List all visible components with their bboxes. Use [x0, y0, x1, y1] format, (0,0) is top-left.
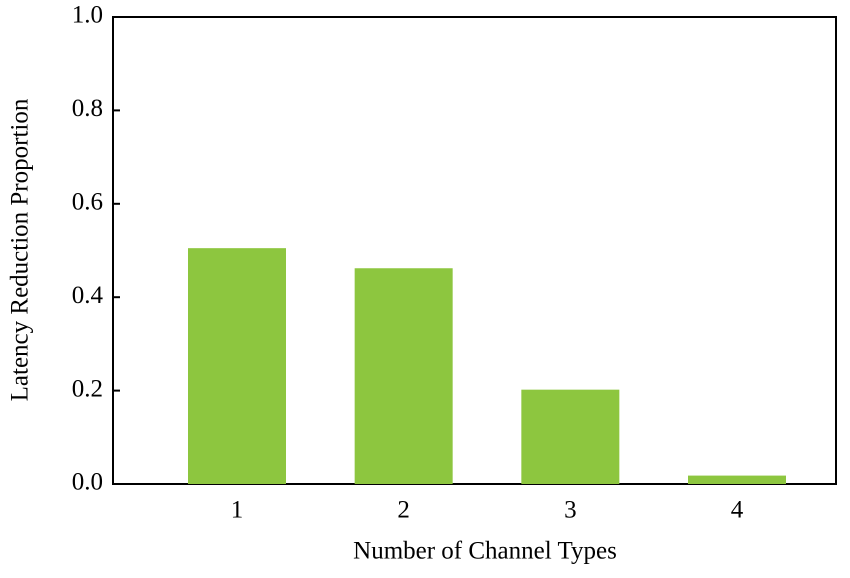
y-tick-label: 0.0: [72, 469, 103, 496]
y-tick-label: 0.4: [72, 282, 104, 309]
x-tick-label: 3: [564, 497, 577, 524]
bar: [354, 268, 453, 484]
x-tick-label: 2: [397, 497, 410, 524]
y-tick-label: 0.2: [72, 375, 103, 402]
y-tick-label: 0.6: [72, 189, 103, 216]
y-tick-label: 0.8: [72, 95, 103, 122]
bar: [688, 475, 786, 484]
y-axis-title: Latency Reduction Proportion: [7, 98, 34, 401]
x-tick-label: 4: [731, 497, 744, 524]
x-tick-label: 1: [231, 497, 244, 524]
y-tick-label: 1.0: [72, 2, 103, 29]
x-axis-title: Number of Channel Types: [353, 538, 617, 565]
plot-frame: [112, 16, 837, 485]
bar: [521, 389, 620, 484]
bar: [188, 248, 286, 484]
